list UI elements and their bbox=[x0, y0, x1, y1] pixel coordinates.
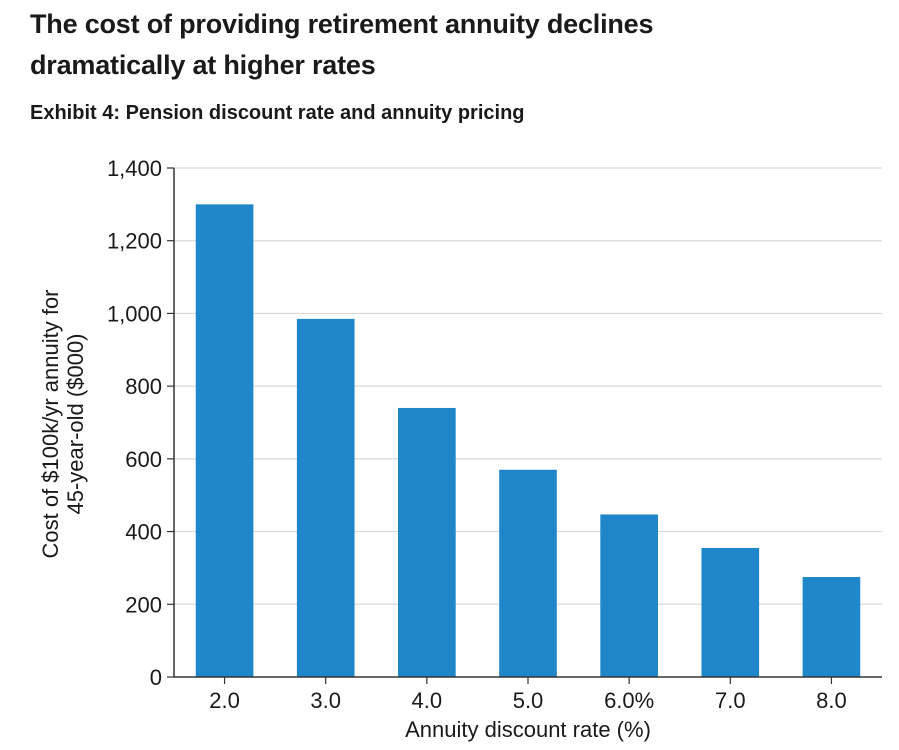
y-tick-label: 400 bbox=[125, 520, 162, 545]
chart-title: The cost of providing retirement annuity… bbox=[30, 4, 880, 86]
y-tick-label: 600 bbox=[125, 447, 162, 472]
bars bbox=[195, 204, 861, 677]
y-axis-label: Cost of $100k/yr annuity for 45-year-old… bbox=[38, 289, 88, 558]
y-axis-label-line-1: Cost of $100k/yr annuity for bbox=[38, 289, 63, 558]
x-tick-label: 2.0 bbox=[209, 688, 240, 713]
chart-subtitle: Exhibit 4: Pension discount rate and ann… bbox=[30, 102, 525, 124]
y-tick-label: 1,400 bbox=[107, 156, 162, 181]
x-tick-labels: 2.0 3.0 4.0 5.0 6.0% 7.0 8.0 bbox=[209, 677, 847, 713]
bar bbox=[701, 547, 760, 677]
chart-title-line-1: The cost of providing retirement annuity… bbox=[30, 9, 654, 39]
x-tick-label: 7.0 bbox=[715, 688, 746, 713]
bar bbox=[802, 577, 861, 677]
bar bbox=[398, 407, 456, 677]
y-tick-label: 200 bbox=[125, 592, 162, 617]
x-tick-label: 3.0 bbox=[310, 688, 341, 713]
x-tick-label: 8.0 bbox=[816, 688, 847, 713]
x-tick-label: 5.0 bbox=[513, 688, 544, 713]
chart-title-line-2: dramatically at higher rates bbox=[30, 50, 376, 80]
y-tick-label: 1,200 bbox=[107, 229, 162, 254]
bar bbox=[600, 514, 658, 677]
x-tick-label: 6.0% bbox=[604, 688, 654, 713]
y-tick-label: 0 bbox=[150, 665, 162, 690]
y-tick-labels: 0 200 400 600 800 1,000 1,200 1,400 bbox=[107, 156, 162, 690]
x-tick-label: 4.0 bbox=[412, 688, 443, 713]
y-tick-label: 800 bbox=[125, 374, 162, 399]
bar bbox=[296, 318, 355, 677]
y-axis-label-line-2: 45-year-old ($000) bbox=[63, 334, 88, 515]
y-tick-label: 1,000 bbox=[107, 301, 162, 326]
bar bbox=[499, 469, 557, 677]
bar bbox=[195, 204, 254, 677]
x-axis-label: Annuity discount rate (%) bbox=[405, 717, 651, 742]
